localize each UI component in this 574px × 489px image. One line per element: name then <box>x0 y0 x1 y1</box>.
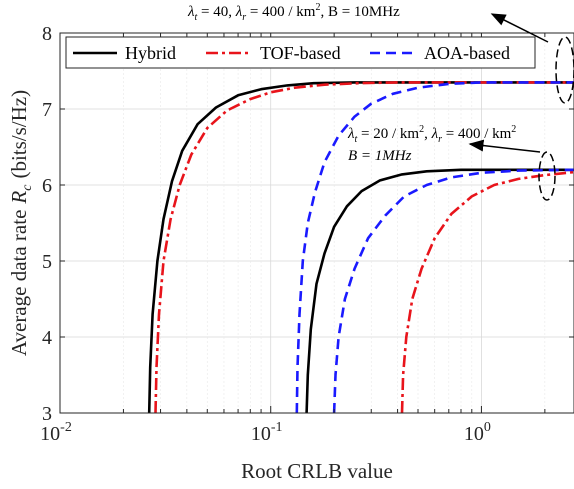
axis-ticks: 3 4 5 6 7 8 10-2 10-1 100 <box>40 23 574 445</box>
series-line-6 <box>332 168 574 413</box>
grid-lines <box>60 33 574 413</box>
annotation-1-text: λt = 40, λr = 400 / km2, B = 10MHz <box>187 2 400 23</box>
y-tick-label: 3 <box>42 403 52 425</box>
x-tick-label: 100 <box>464 420 491 445</box>
x-tick-label: 10-1 <box>251 420 283 445</box>
series-line-2 <box>154 81 574 413</box>
y-tick-label: 5 <box>42 251 52 273</box>
legend-label-aoa: AOA-based <box>424 43 510 63</box>
x-axis-title: Root CRLB value <box>241 459 393 483</box>
series-lines <box>147 81 574 413</box>
legend-box <box>65 36 536 69</box>
legend-label-hybrid: Hybrid <box>125 43 176 63</box>
y-axis-title-symbol: R <box>7 191 31 205</box>
plot-frame <box>59 32 574 414</box>
series-line-4 <box>305 168 574 413</box>
y-tick-label: 6 <box>42 175 52 197</box>
annotation-2-ellipse <box>538 151 556 201</box>
y-tick-label: 4 <box>42 327 52 349</box>
y-axis-title-main: Average data rate <box>7 210 31 357</box>
y-axis-title: Average data rate Rc (bits/s/Hz) <box>7 90 35 356</box>
y-tick-label: 8 <box>42 23 52 45</box>
legend-label-tof: TOF-based <box>260 43 341 63</box>
plot-area <box>60 33 574 413</box>
annotation-group-1: λt = 40, λr = 400 / km2, B = 10MHz <box>187 2 574 104</box>
annotation-2-line-1: λt = 20 / km2, λr = 400 / km2 <box>347 124 516 145</box>
annotation-2-arrow <box>468 139 541 153</box>
y-axis-title-unit: (bits/s/Hz) <box>7 90 31 179</box>
y-axis-title-subscript: c <box>20 184 35 191</box>
annotation-2-line-2: B = 1MHz <box>348 148 412 164</box>
series-line-3 <box>295 81 574 413</box>
y-tick-label: 7 <box>42 99 52 121</box>
annotation-1-arrow <box>490 13 549 43</box>
annotation-group-2: λt = 20 / km2, λr = 400 / km2 B = 1MHz <box>347 124 556 201</box>
series-line-5 <box>400 170 574 413</box>
x-tick-label: 10-2 <box>40 420 72 445</box>
legend: Hybrid TOF-based AOA-based <box>65 36 536 69</box>
